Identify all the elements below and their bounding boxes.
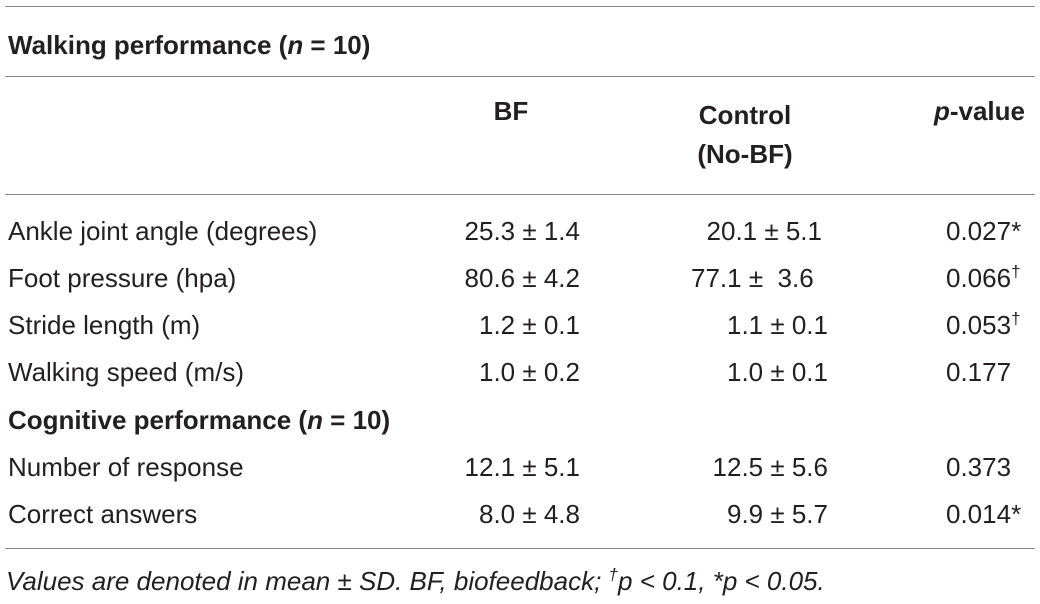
row-label: Ankle joint angle (degrees)	[8, 216, 318, 246]
header-rule	[5, 194, 1035, 195]
column-header-pvalue-suffix: -value	[949, 96, 1025, 126]
row-bf-value: 80.6 ± 4.2	[464, 263, 580, 293]
cognitive-title-n: n	[307, 405, 323, 435]
top-rule	[5, 6, 1035, 7]
row-bf-value: 12.1 ± 5.1	[464, 452, 580, 482]
row-bf-value: 25.3 ± 1.4	[464, 216, 580, 246]
cognitive-title-prefix: Cognitive performance (	[8, 405, 308, 435]
footnote-text-2: p < 0.1, *p < 0.05.	[618, 566, 825, 596]
column-header-control-line2: (No-BF)	[697, 139, 793, 169]
row-control-value: 1.1 ± 0.1	[726, 310, 828, 340]
row-bf-value: 1.0 ± 0.2	[478, 357, 580, 387]
row-label: Correct answers	[8, 499, 198, 529]
table-footnote: Values are denoted in mean ± SD. BF, bio…	[6, 566, 825, 596]
row-bf-value: 8.0 ± 4.8	[478, 499, 580, 529]
row-bf-value: 1.2 ± 0.1	[478, 310, 580, 340]
row-control-value: 12.5 ± 5.6	[712, 452, 828, 482]
walking-section-title: Walking performance (n = 10)	[8, 30, 370, 60]
column-header-bf: BF	[453, 96, 569, 126]
column-header-control-line1: Control	[698, 100, 792, 130]
row-p-value: 0.066†	[946, 263, 1021, 293]
p-value-number: 0.373	[946, 452, 1012, 482]
significance-mark: *	[1011, 499, 1022, 529]
cognitive-title-suffix: = 10)	[322, 405, 391, 435]
footnote-dagger: †	[608, 565, 619, 584]
row-p-value: 0.177	[946, 357, 1011, 387]
p-value-number: 0.014	[946, 499, 1012, 529]
row-label: Number of response	[8, 452, 244, 482]
p-value-number: 0.027	[946, 216, 1012, 246]
p-value-number: 0.177	[946, 357, 1012, 387]
walking-title-suffix: = 10)	[303, 30, 371, 60]
significance-mark: †	[1011, 309, 1021, 328]
significance-mark: †	[1011, 262, 1021, 281]
walking-title-prefix: Walking performance (	[8, 30, 288, 60]
p-value-number: 0.053	[946, 310, 1012, 340]
walking-title-n: n	[287, 30, 304, 60]
section-rule	[5, 76, 1035, 77]
row-p-value: 0.014*	[946, 499, 1021, 529]
row-label: Stride length (m)	[8, 310, 201, 340]
column-header-control: Control (No-BF)	[672, 96, 818, 174]
cognitive-section-title: Cognitive performance (n = 10)	[8, 405, 390, 435]
row-control-value: 1.0 ± 0.1	[726, 357, 828, 387]
row-label: Foot pressure (hpa)	[8, 263, 237, 293]
footnote-text-1: Values are denoted in mean ± SD. BF, bio…	[6, 566, 609, 596]
column-header-pvalue: p-value	[880, 96, 1025, 126]
row-control-value: 77.1 ± 3.6	[691, 263, 814, 293]
row-control-value: 20.1 ± 5.1	[706, 216, 822, 246]
row-p-value: 0.053†	[946, 310, 1021, 340]
row-p-value: 0.373	[946, 452, 1011, 482]
row-p-value: 0.027*	[946, 216, 1021, 246]
p-value-number: 0.066	[946, 263, 1012, 293]
row-control-value: 9.9 ± 5.7	[726, 499, 828, 529]
column-header-bf-label: BF	[493, 96, 529, 126]
column-header-p-symbol: p	[933, 96, 950, 126]
bottom-rule	[5, 548, 1035, 549]
row-label: Walking speed (m/s)	[8, 357, 244, 387]
significance-mark: *	[1011, 216, 1022, 246]
